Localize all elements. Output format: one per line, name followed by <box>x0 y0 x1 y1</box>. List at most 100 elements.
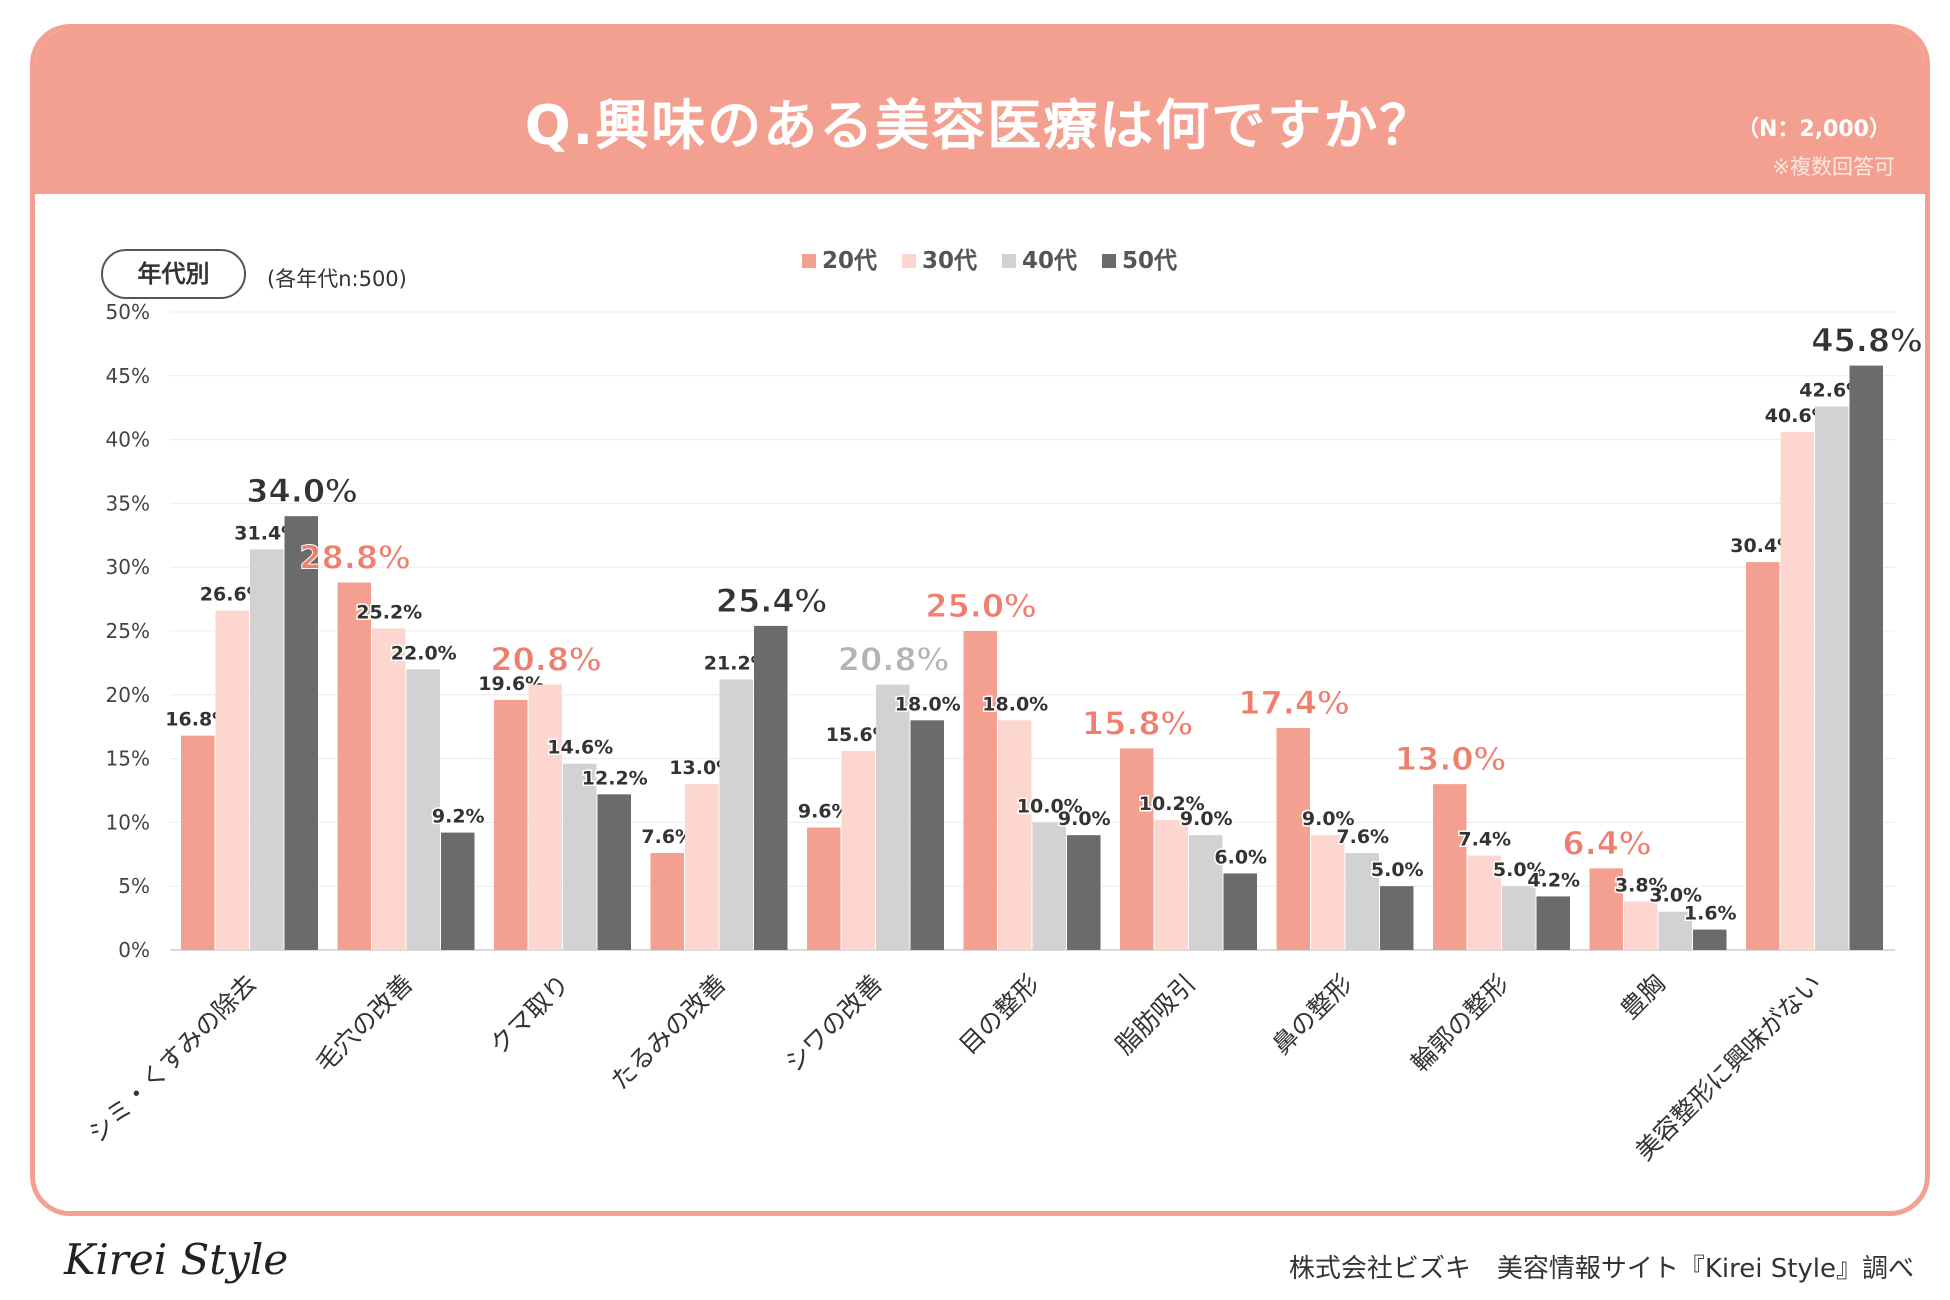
data-label: 9.0% <box>1180 808 1233 830</box>
legend-label: 30代 <box>922 248 977 274</box>
data-label: 3.8% <box>1615 875 1668 897</box>
bar <box>841 750 875 950</box>
y-tick-label: 50% <box>106 300 150 324</box>
x-tick-label: シミ・くすみの除去 <box>83 969 263 1149</box>
bar <box>650 853 684 950</box>
legend-label: 50代 <box>1122 248 1177 274</box>
data-label: 9.2% <box>432 806 485 828</box>
bar <box>1154 819 1188 950</box>
bar <box>719 679 753 950</box>
data-label: 3.0% <box>1649 885 1702 907</box>
bar <box>1815 406 1849 950</box>
bar <box>1380 886 1414 950</box>
y-tick-label: 20% <box>106 683 150 707</box>
bar <box>1658 911 1692 950</box>
data-label: 5.0% <box>1371 859 1424 881</box>
data-label-highlight: 6.4% <box>1562 824 1651 862</box>
bar <box>372 628 406 950</box>
bar <box>754 625 788 950</box>
bar <box>998 720 1032 950</box>
x-tick-label: クマ取り <box>484 969 575 1060</box>
x-tick-label: シワの改善 <box>779 969 888 1078</box>
data-label: 7.6% <box>1336 826 1389 848</box>
bar <box>528 684 562 950</box>
data-label-highlight: 34.0% <box>246 472 357 510</box>
age-group-sample-note: (各年代n:500) <box>267 267 407 291</box>
data-label-highlight: 15.8% <box>1082 704 1193 742</box>
data-label-highlight: 20.8% <box>838 641 949 679</box>
source-credit: 株式会社ビズキ 美容情報サイト『Kirei Style』調べ <box>1288 1254 1914 1284</box>
legend-label: 20代 <box>822 248 877 274</box>
bar <box>1223 873 1257 950</box>
data-label: 22.0% <box>391 642 457 664</box>
bar <box>876 684 910 950</box>
bar <box>494 699 528 950</box>
data-label-highlight: 13.0% <box>1395 740 1506 778</box>
x-tick-label: 輪郭の整形 <box>1405 969 1514 1078</box>
data-label: 14.6% <box>547 737 613 759</box>
bar <box>963 631 997 950</box>
multiple-answer-note: ※複数回答可 <box>1772 155 1895 179</box>
bar <box>685 784 719 950</box>
data-label: 18.0% <box>982 693 1048 715</box>
legend-swatch <box>802 254 816 268</box>
bar <box>1536 896 1570 950</box>
data-label: 12.2% <box>582 767 648 789</box>
bar <box>250 549 284 950</box>
bar <box>1345 853 1379 950</box>
bar <box>1032 822 1066 950</box>
y-tick-label: 45% <box>106 364 150 388</box>
bar <box>284 516 318 950</box>
bar <box>807 827 841 950</box>
legend-label: 40代 <box>1022 248 1077 274</box>
data-label-highlight: 20.8% <box>490 641 601 679</box>
bar <box>406 669 440 950</box>
brand-logo: Kirei Style <box>64 1235 289 1284</box>
bar <box>1276 727 1310 950</box>
bar <box>1120 748 1154 950</box>
data-label-highlight: 25.0% <box>925 587 1036 625</box>
y-tick-label: 10% <box>106 810 150 834</box>
y-tick-label: 40% <box>106 428 150 452</box>
header-band: Q.興味のある美容医療は何ですか？ （N：2,000） ※複数回答可 <box>35 29 1925 194</box>
y-tick-label: 5% <box>118 874 150 898</box>
bar <box>1624 901 1658 950</box>
bar <box>1746 562 1780 950</box>
x-tick-label: たるみの改善 <box>605 969 732 1096</box>
bar <box>1067 835 1101 950</box>
y-tick-label: 35% <box>106 491 150 515</box>
legend-swatch <box>1102 254 1116 268</box>
data-label: 1.6% <box>1684 903 1737 925</box>
data-label: 10.2% <box>1139 793 1205 815</box>
y-tick-label: 30% <box>106 555 150 579</box>
x-tick-label: 脂肪吸引 <box>1110 969 1201 1060</box>
x-tick-label: 毛穴の改善 <box>310 969 419 1078</box>
x-tick-label: 豊胸 <box>1615 969 1671 1025</box>
y-tick-label: 15% <box>106 747 150 771</box>
data-label: 10.0% <box>1017 795 1083 817</box>
bar <box>1467 855 1501 950</box>
sample-size: （N：2,000） <box>1736 117 1891 142</box>
bar <box>1780 431 1814 951</box>
bar <box>1849 365 1883 950</box>
age-group-tag: 年代別 <box>101 249 246 299</box>
bar <box>1189 835 1223 950</box>
bar <box>181 735 215 950</box>
data-label: 25.2% <box>356 601 422 623</box>
data-label: 9.0% <box>1058 808 1111 830</box>
bar <box>563 763 597 950</box>
y-tick-label: 0% <box>118 938 150 962</box>
bar <box>1433 784 1467 950</box>
bar <box>910 720 944 950</box>
bar <box>215 610 249 950</box>
y-tick-label: 25% <box>106 619 150 643</box>
data-label: 4.2% <box>1527 869 1580 891</box>
data-label: 6.0% <box>1214 846 1267 868</box>
bar <box>441 832 475 950</box>
bar <box>1502 886 1536 950</box>
bar <box>597 794 631 950</box>
data-label-highlight: 28.8% <box>299 539 410 577</box>
bar <box>1589 868 1623 950</box>
x-tick-label: 目の整形 <box>954 969 1045 1060</box>
